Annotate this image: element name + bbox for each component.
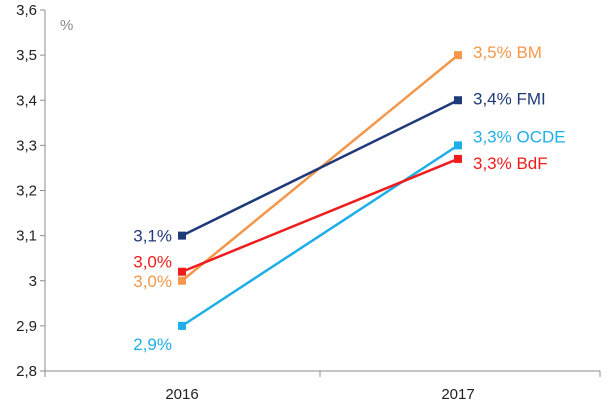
x-tick-label: 2017 [441,386,474,403]
series-group [178,51,462,330]
data-label: 3,0% [133,272,172,291]
y-tick-label: 2,8 [16,363,37,380]
data-label: 2,9% [133,335,172,354]
data-point [454,141,462,150]
y-unit-label: % [60,17,73,34]
x-tick-label: 2016 [165,386,198,403]
data-label: 3,1% [133,227,172,246]
y-tick-label: 2,9 [16,318,37,335]
y-tick-label: 3,3 [16,137,37,154]
data-point [454,96,462,105]
x-axis-ticks: 2016 2017 [44,371,601,403]
data-label: 3,0% [133,253,172,272]
data-point [454,154,462,163]
y-tick-label: 3,6 [16,2,37,19]
data-labels: 3,0% 3,5% BM 3,1% 3,4% FMI 2,9% 3,3% OCDE 3,0%… [133,43,565,354]
y-tick-label: 3,1 [16,228,37,245]
series-line-1 [181,99,459,237]
data-label: 3,3% BdF [473,154,548,173]
y-tick-label: 3,4 [16,92,37,109]
data-label: 3,4% FMI [473,89,546,108]
series-line-3 [181,157,459,273]
series-line-2 [181,144,459,327]
data-point [178,321,186,330]
data-label: 3,5% BM [473,43,542,62]
y-tick-label: 3,5 [16,47,37,64]
data-point [178,231,186,240]
y-tick-label: 3,2 [16,183,37,200]
y-axis-ticks: 2,8 2,9 3 3,1 3,2 3,3 3,4 3,5 3,6 [16,2,45,380]
data-point [454,51,462,60]
data-label: 3,3% OCDE [473,127,566,146]
data-point [178,267,186,276]
y-tick-label: 3 [29,273,37,290]
data-point [178,276,186,285]
